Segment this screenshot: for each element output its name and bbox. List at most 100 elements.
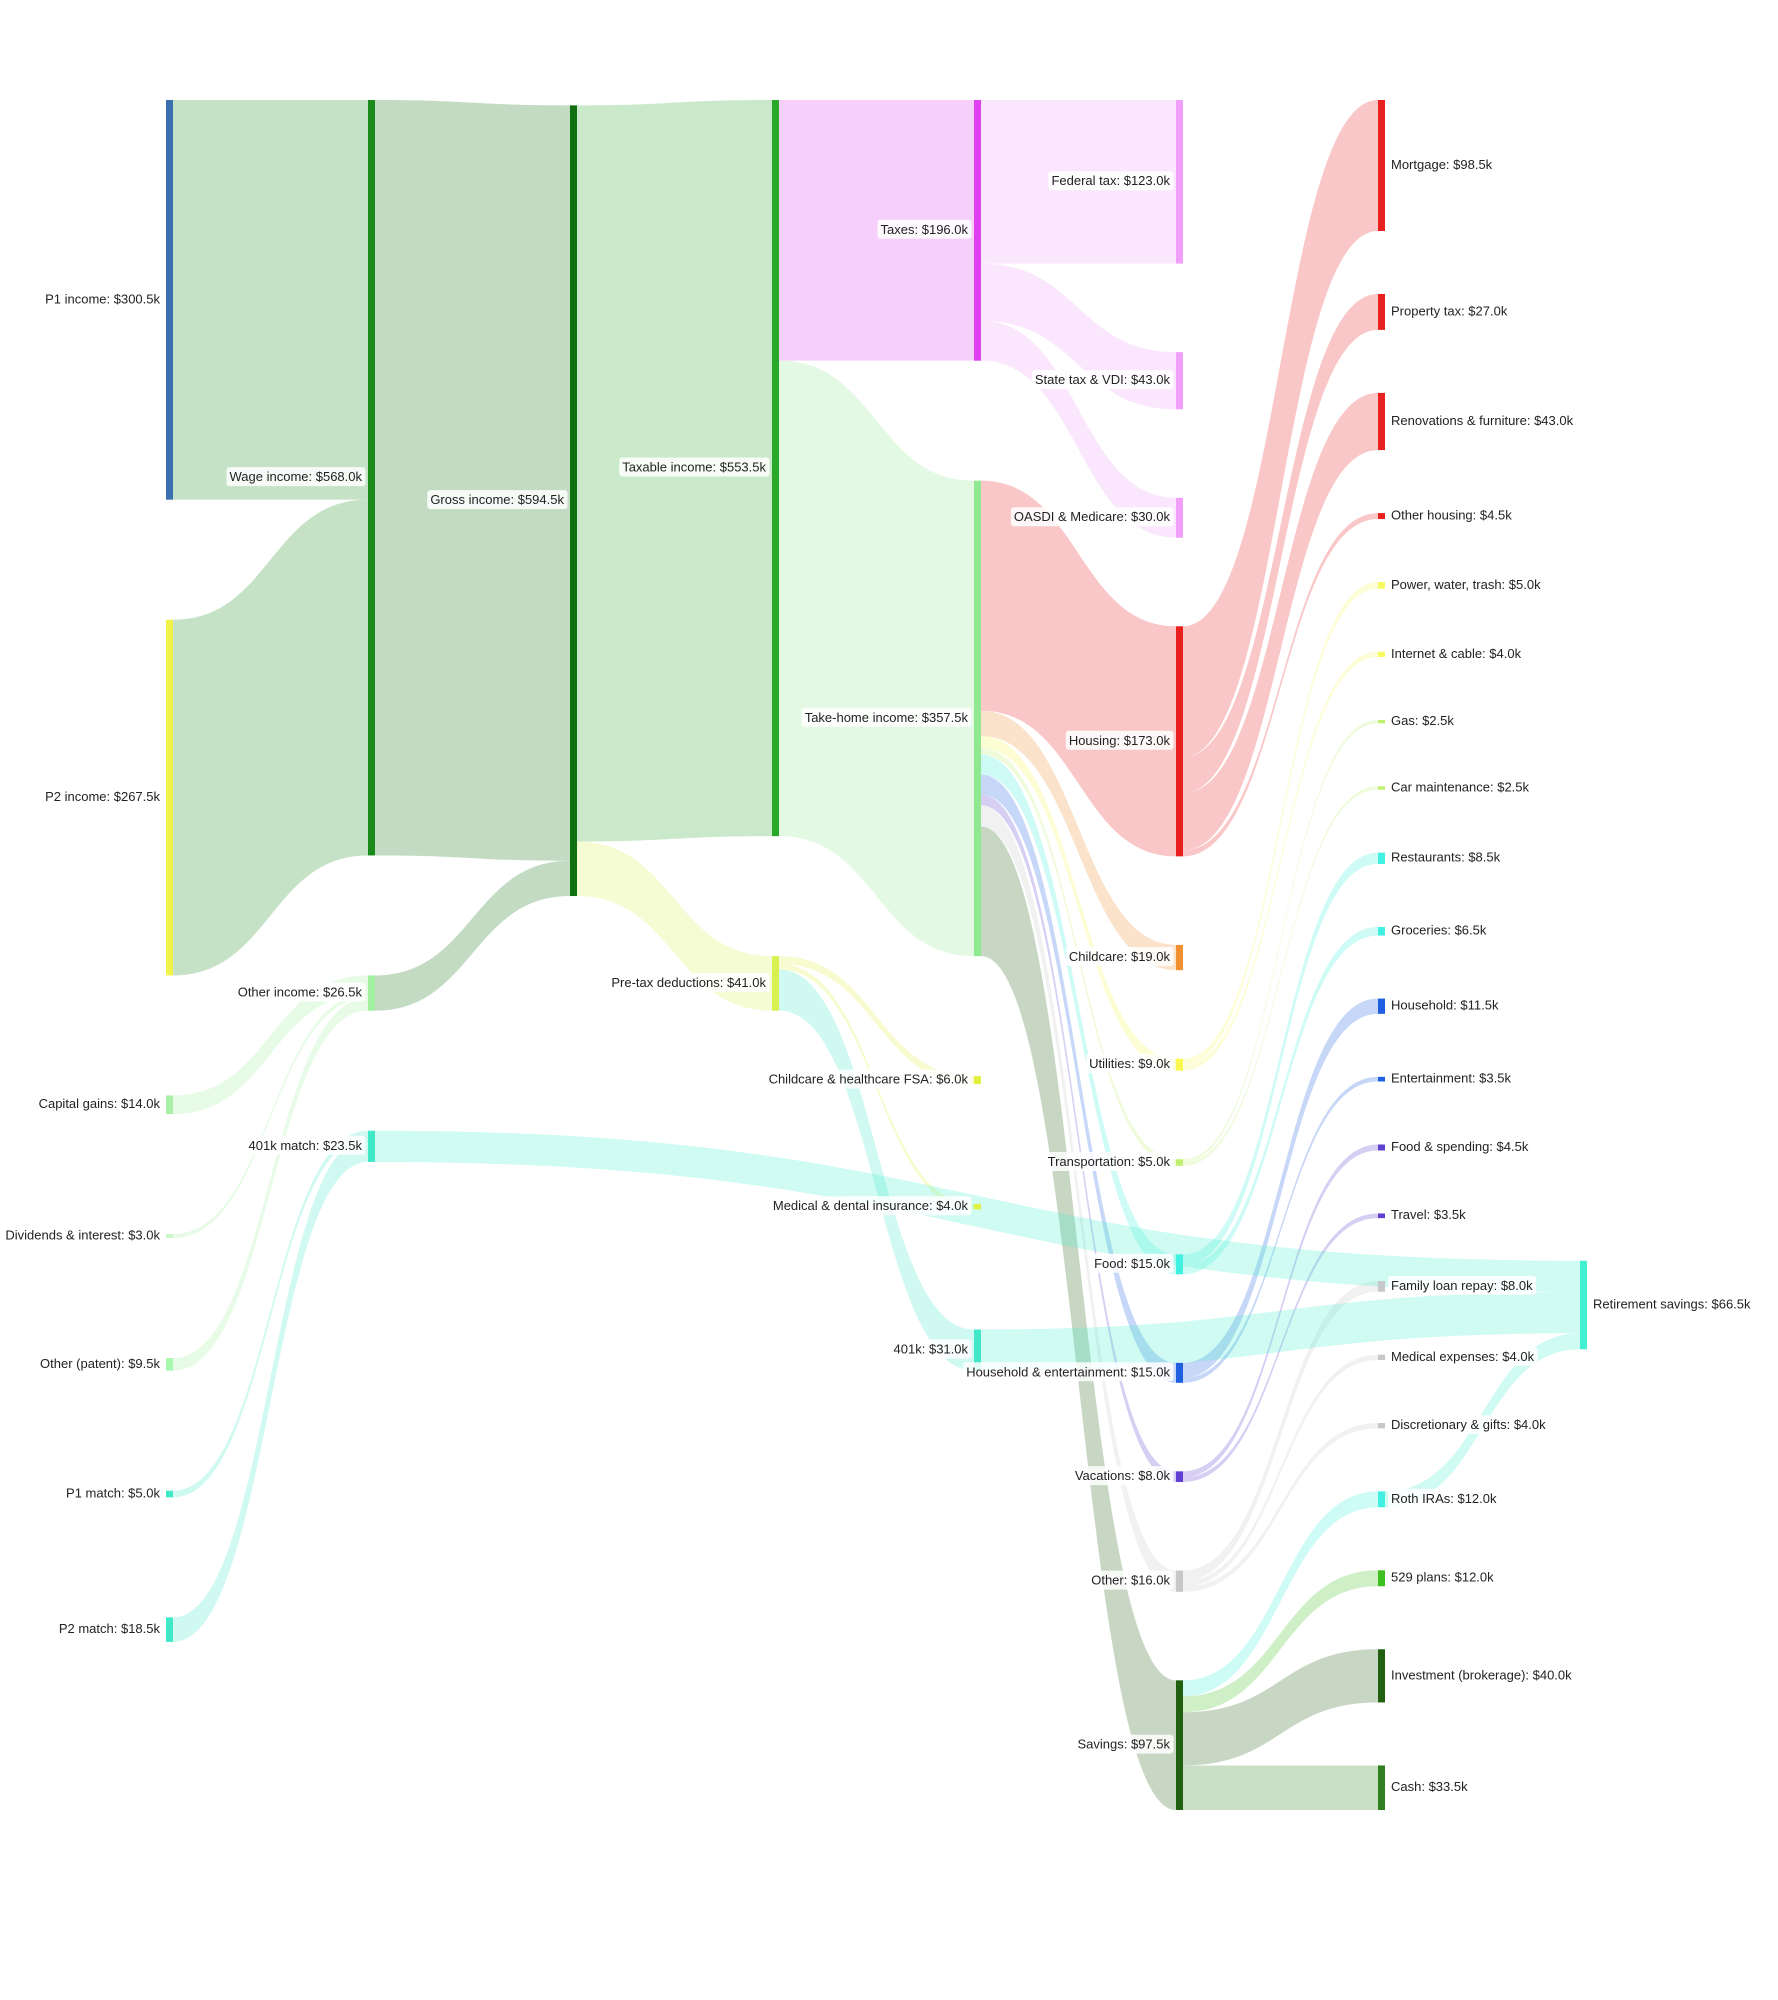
label-background (42, 289, 164, 309)
label-background (1388, 1205, 1470, 1225)
node-label: Internet & cable: $4.0k (1391, 646, 1522, 661)
link (981, 826, 1176, 1810)
node-label: Food & spending: $4.5k (1391, 1139, 1529, 1154)
node (570, 105, 577, 897)
node-label: Savings: $97.5k (1077, 1737, 1170, 1752)
link (375, 100, 570, 861)
node-label: Medical expenses: $4.0k (1391, 1349, 1535, 1364)
link (577, 841, 772, 1011)
label-background (1388, 711, 1458, 731)
node (1176, 1254, 1183, 1275)
node (368, 100, 375, 856)
link (1183, 582, 1378, 1066)
node (974, 480, 981, 957)
node-label: Gross income: $594.5k (430, 492, 564, 507)
node-label: Cash: $33.5k (1391, 1779, 1468, 1794)
label-background (1590, 1294, 1755, 1314)
label-background (1388, 1068, 1515, 1088)
node (1378, 926, 1385, 936)
link (173, 975, 368, 1115)
link (1183, 1570, 1378, 1713)
label-background (963, 1362, 1174, 1382)
link (1183, 392, 1378, 851)
node-label: Renovations & furniture: $43.0k (1391, 413, 1574, 428)
node (1378, 293, 1385, 330)
link (1183, 719, 1378, 1163)
node (772, 100, 779, 837)
node-label: Vacations: $8.0k (1075, 1468, 1171, 1483)
link (1183, 651, 1378, 1071)
node-label: P2 match: $18.5k (59, 1621, 161, 1636)
label-background (1388, 1567, 1498, 1587)
node-label: Dividends & interest: $3.0k (5, 1227, 160, 1242)
node (1580, 1260, 1587, 1350)
node (368, 975, 375, 1011)
label-background (1088, 1570, 1174, 1590)
node-label: Power, water, trash: $5.0k (1391, 577, 1541, 592)
node-label: Travel: $3.5k (1391, 1207, 1466, 1222)
label-background (1388, 1415, 1550, 1435)
node-label: Retirement savings: $66.5k (1593, 1296, 1751, 1311)
labels: P1 income: $300.5k P2 income: $267.5k Capi… (2, 154, 1755, 1797)
node (1378, 1649, 1385, 1703)
node (1176, 497, 1183, 538)
label-background (1388, 410, 1577, 430)
node-label: Wage income: $568.0k (230, 469, 363, 484)
nodes (166, 100, 1587, 1810)
label-background (1388, 1488, 1500, 1508)
node (1378, 651, 1385, 658)
link (173, 998, 368, 1371)
node (1378, 719, 1385, 724)
label-background (2, 1225, 164, 1245)
label-background (619, 457, 770, 477)
node (1176, 352, 1183, 410)
link (981, 1292, 1580, 1371)
node (1378, 1076, 1385, 1082)
label-background (608, 972, 770, 992)
label-background (1388, 505, 1516, 525)
link (1183, 100, 1378, 758)
link (1183, 513, 1378, 857)
node-label: Discretionary & gifts: $4.0k (1391, 1417, 1546, 1432)
label-background (1091, 1253, 1174, 1273)
label-background (1388, 1275, 1537, 1295)
label-background (226, 467, 366, 487)
link (981, 754, 1176, 1275)
node (166, 100, 173, 500)
label-background (1388, 1665, 1576, 1685)
node-label: Taxable income: $553.5k (622, 460, 766, 475)
link (173, 100, 368, 500)
node (1176, 1362, 1183, 1383)
node (1378, 100, 1385, 232)
link (981, 794, 1176, 1482)
node (1176, 1058, 1183, 1071)
link (1183, 1076, 1378, 1383)
node-label: Other (patent): $9.5k (40, 1356, 160, 1371)
label-background (890, 1339, 972, 1359)
node (974, 100, 981, 361)
node (368, 1130, 375, 1162)
label-background (765, 1069, 972, 1089)
node-label: Taxes: $196.0k (881, 222, 969, 237)
node (974, 1076, 981, 1085)
node-label: Food: $15.0k (1094, 1256, 1170, 1271)
link (981, 736, 1176, 1071)
node-label: Car maintenance: $2.5k (1391, 779, 1530, 794)
node-label: OASDI & Medicare: $30.0k (1014, 509, 1171, 524)
link (981, 320, 1176, 538)
label-background (1074, 1734, 1174, 1754)
link (1183, 852, 1378, 1266)
link (1183, 926, 1378, 1275)
link (375, 1130, 1580, 1293)
node (1378, 998, 1385, 1014)
node (1378, 852, 1385, 864)
node (1378, 1281, 1385, 1292)
node-label: Capital gains: $14.0k (39, 1096, 161, 1111)
node (1378, 582, 1385, 589)
link (779, 100, 974, 361)
link (375, 860, 570, 1011)
link (173, 994, 368, 1239)
label-background (1388, 643, 1525, 663)
node (166, 1490, 173, 1498)
label-background (1388, 1346, 1538, 1366)
